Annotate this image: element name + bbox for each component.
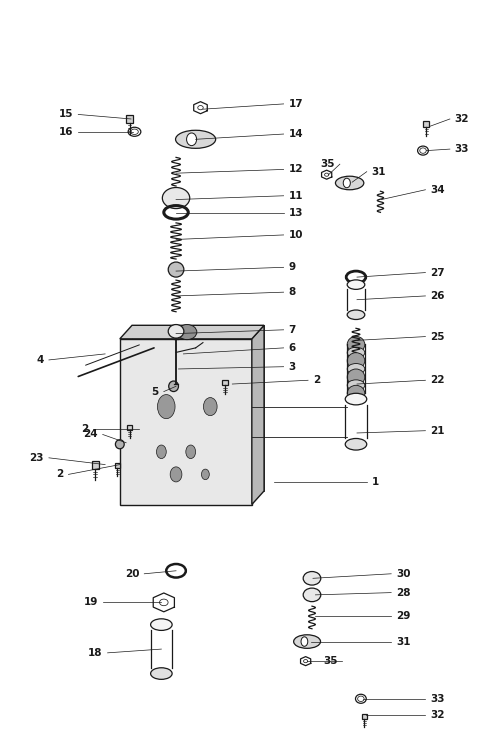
Text: 9: 9 [288, 262, 295, 273]
Ellipse shape [345, 438, 366, 450]
Ellipse shape [303, 588, 320, 602]
Text: 34: 34 [429, 184, 444, 195]
Ellipse shape [335, 176, 363, 190]
Ellipse shape [168, 325, 183, 338]
Bar [115, 462, 120, 468]
Bar [222, 380, 227, 386]
Bar [423, 121, 428, 127]
Ellipse shape [177, 325, 196, 340]
Text: 21: 21 [429, 425, 444, 436]
Ellipse shape [185, 445, 195, 459]
FancyBboxPatch shape [120, 339, 251, 505]
Text: 35: 35 [320, 159, 334, 169]
Text: 3: 3 [288, 361, 295, 372]
Text: 29: 29 [395, 611, 409, 621]
Text: 28: 28 [395, 587, 410, 598]
Text: 11: 11 [288, 191, 303, 201]
Ellipse shape [346, 369, 364, 386]
Text: 2: 2 [56, 469, 63, 480]
Ellipse shape [346, 352, 364, 369]
Text: 20: 20 [124, 569, 139, 579]
Polygon shape [251, 325, 264, 505]
Ellipse shape [203, 398, 217, 416]
Ellipse shape [168, 381, 178, 392]
Text: 32: 32 [454, 114, 468, 124]
Text: 4: 4 [37, 355, 44, 365]
Text: 1: 1 [371, 477, 378, 487]
Ellipse shape [301, 637, 307, 646]
Ellipse shape [346, 337, 364, 352]
Ellipse shape [115, 440, 124, 449]
Text: 32: 32 [429, 710, 444, 721]
Text: 27: 27 [429, 267, 444, 278]
Text: 33: 33 [454, 144, 468, 154]
Ellipse shape [346, 310, 364, 319]
Text: 16: 16 [59, 127, 73, 137]
Text: 31: 31 [371, 166, 386, 177]
Text: 8: 8 [288, 287, 295, 297]
Bar [92, 461, 99, 468]
Text: 35: 35 [322, 656, 337, 666]
Ellipse shape [346, 380, 364, 391]
Text: 23: 23 [29, 453, 44, 463]
Text: 22: 22 [429, 375, 444, 386]
Text: 24: 24 [83, 429, 98, 440]
Text: 19: 19 [83, 597, 98, 608]
Text: 13: 13 [288, 208, 303, 218]
Ellipse shape [175, 130, 215, 148]
Ellipse shape [293, 635, 320, 648]
Ellipse shape [156, 445, 166, 459]
Ellipse shape [162, 187, 189, 209]
Text: 30: 30 [395, 569, 410, 579]
Ellipse shape [346, 347, 364, 358]
Text: 15: 15 [59, 109, 73, 120]
Ellipse shape [346, 280, 364, 289]
Ellipse shape [346, 386, 364, 401]
Ellipse shape [150, 668, 172, 679]
Text: 31: 31 [395, 636, 410, 647]
Text: 12: 12 [288, 164, 303, 175]
Ellipse shape [345, 393, 366, 405]
Polygon shape [120, 325, 264, 339]
Text: 5: 5 [151, 386, 159, 397]
FancyBboxPatch shape [132, 325, 264, 491]
Text: 7: 7 [288, 325, 295, 335]
Text: 6: 6 [288, 343, 295, 353]
Text: 33: 33 [429, 694, 444, 704]
Text: 25: 25 [429, 331, 444, 342]
Text: 2: 2 [312, 375, 320, 386]
Bar [127, 425, 132, 431]
Ellipse shape [186, 133, 196, 145]
Text: 14: 14 [288, 129, 303, 139]
Ellipse shape [168, 262, 183, 277]
Ellipse shape [170, 467, 182, 482]
Ellipse shape [157, 395, 175, 419]
Text: 17: 17 [288, 99, 303, 109]
Ellipse shape [150, 619, 172, 630]
Bar [361, 714, 366, 720]
Ellipse shape [343, 178, 349, 187]
Text: 2: 2 [81, 424, 88, 434]
Ellipse shape [303, 572, 320, 585]
Bar [126, 115, 133, 123]
Text: 18: 18 [88, 648, 102, 658]
Ellipse shape [346, 364, 364, 374]
Text: 10: 10 [288, 230, 303, 240]
Ellipse shape [201, 469, 209, 480]
Text: 26: 26 [429, 291, 444, 301]
